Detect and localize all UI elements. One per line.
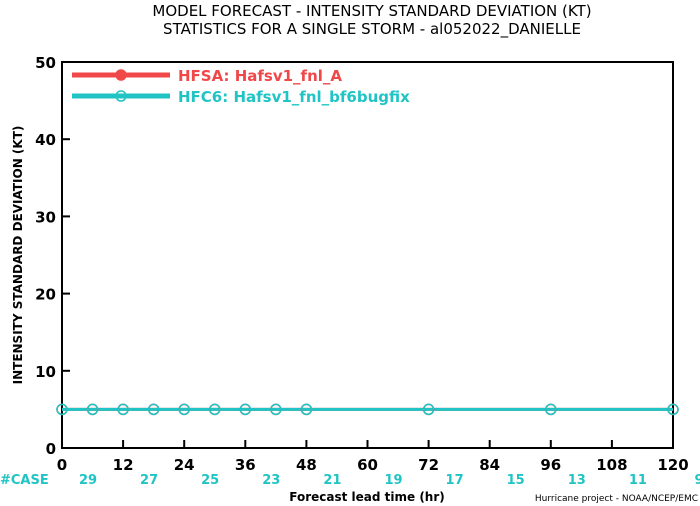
x-tick-label: 84 [479, 456, 500, 474]
data-point [117, 403, 129, 416]
data-point [667, 403, 679, 416]
x-tick-label: 96 [540, 456, 561, 474]
data-point [86, 403, 99, 416]
x-tick-label: 12 [113, 456, 134, 474]
legend-label: HFSA: Hafsv1_fnl_A [178, 67, 342, 85]
x-tick-label: 0 [57, 456, 67, 474]
plot-frame [61, 61, 674, 449]
case-count: 15 [507, 473, 525, 488]
x-tick-label: 36 [235, 456, 256, 474]
y-axis-label: INTENSITY STANDARD DEVIATION (KT) [11, 126, 25, 385]
data-point [239, 403, 252, 416]
data-point [270, 403, 282, 416]
legend-marker [115, 90, 127, 102]
y-tick-label: 30 [35, 208, 56, 226]
case-count: 11 [629, 473, 647, 488]
case-count: 29 [79, 473, 97, 488]
case-count: 17 [446, 473, 464, 488]
x-tick-label: 72 [418, 456, 439, 474]
case-count: 27 [140, 473, 158, 488]
case-count: 13 [568, 473, 586, 488]
data-point [300, 403, 313, 416]
y-tick-label: 0 [46, 440, 56, 458]
data-point [56, 403, 68, 416]
case-count-row: #CASE 29 27 25 23 21 19 17 15 13 11 9 [0, 473, 700, 488]
y-tick-label: 10 [35, 363, 56, 381]
legend-marker [115, 69, 127, 81]
y-tick-label: 40 [35, 131, 56, 149]
case-count: 9 [694, 473, 700, 488]
case-count: 19 [384, 473, 402, 488]
chart-title: MODEL FORECAST - INTENSITY STANDARD DEVI… [152, 2, 591, 20]
x-axis-label: Forecast lead time (hr) [289, 490, 445, 504]
chart-subtitle: STATISTICS FOR A SINGLE STORM - al052022… [163, 20, 581, 39]
x-axis: 0 12 24 36 48 60 72 84 96 108 120 [57, 440, 689, 474]
case-count: 25 [201, 473, 219, 488]
legend: HFSA: Hafsv1_fnl_A HFC6: Hafsv1_fnl_bf6bu… [72, 67, 410, 106]
x-tick-label: 24 [174, 456, 195, 474]
series-layer [56, 403, 679, 416]
data-point [545, 403, 557, 416]
case-count: 23 [262, 473, 280, 488]
data-point [178, 403, 190, 416]
data-point [147, 403, 160, 416]
credit-text: Hurricane project - NOAA/NCEP/EMC [535, 494, 698, 504]
case-label: #CASE [0, 473, 49, 488]
y-axis: 0 10 20 30 40 50 [35, 54, 70, 458]
x-tick-label: 60 [357, 456, 378, 474]
case-count: 21 [323, 473, 341, 488]
data-point [422, 403, 435, 416]
data-point [209, 403, 221, 416]
y-tick-label: 20 [35, 286, 56, 304]
x-tick-label: 48 [296, 456, 317, 474]
legend-label: HFC6: Hafsv1_fnl_bf6bugfix [178, 88, 410, 106]
x-tick-label: 120 [657, 456, 688, 474]
x-tick-label: 108 [596, 456, 627, 474]
y-tick-label: 50 [35, 54, 56, 72]
